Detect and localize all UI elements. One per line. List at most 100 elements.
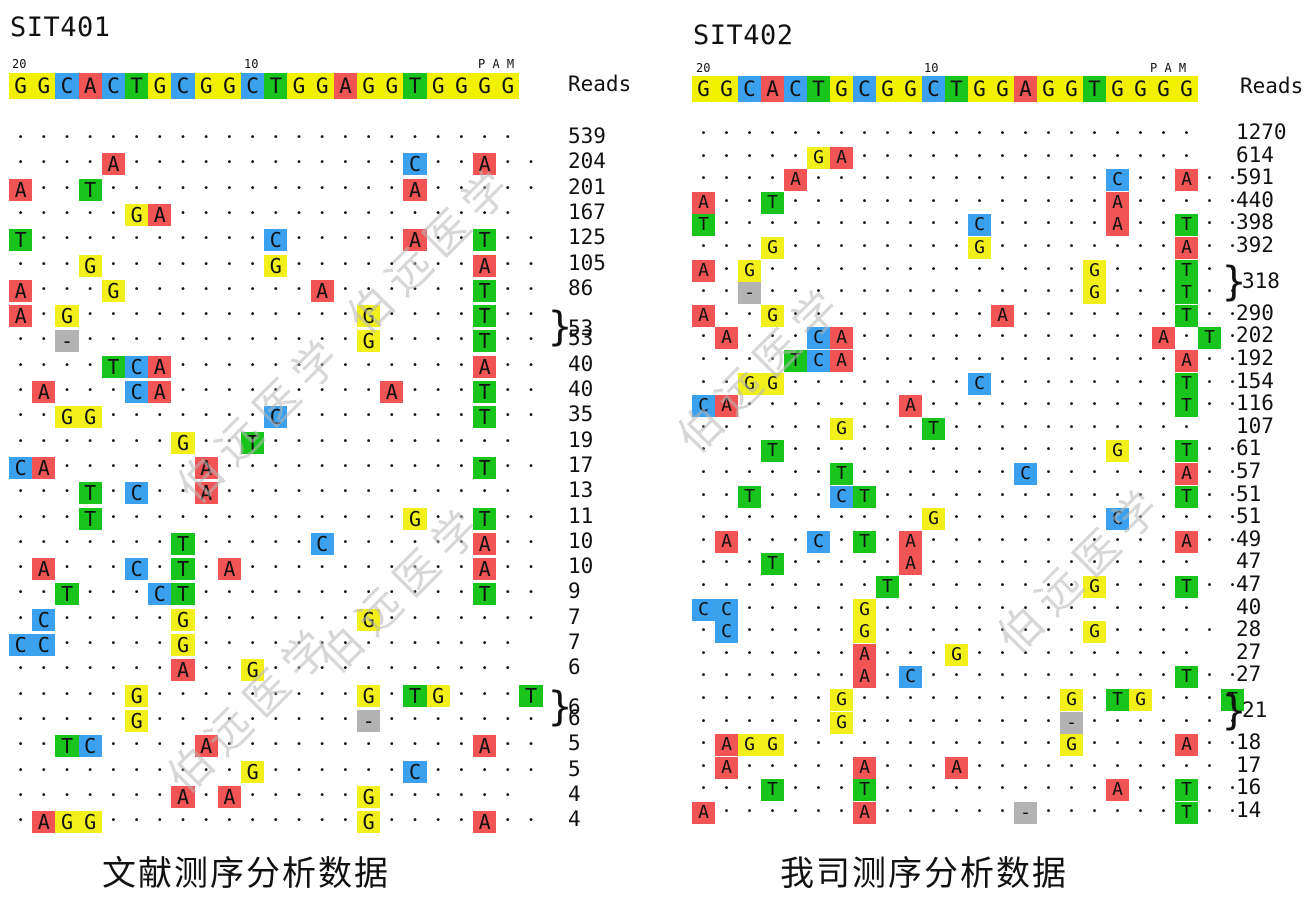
match-dot: • [203,309,210,321]
match-dot: • [999,286,1006,298]
match-dot: • [884,806,891,817]
match-dot: • [1114,241,1121,252]
match-dot: • [411,562,418,574]
match-dot: • [861,241,868,252]
match-dot: • [319,410,326,422]
match-dot: • [1091,331,1098,343]
match-dot: • [40,536,47,548]
match-dot: • [907,760,914,772]
match-dot: • [861,263,868,275]
match-dot: • [1091,602,1098,614]
match-dot: • [1183,150,1190,162]
match-dot: • [1183,557,1190,569]
match-dot: • [133,511,140,523]
match-dot: • [838,602,845,614]
match-dot: • [723,173,730,185]
match-dot: • [504,359,511,371]
group-brace: } [548,304,573,351]
mismatch-base: A [32,381,56,403]
deletion-mark: - [1014,802,1037,824]
match-dot: • [700,647,707,659]
mismatch-base: T [473,507,497,530]
match-dot: • [838,308,845,320]
match-dot: • [838,128,845,139]
match-dot: • [319,663,326,675]
match-dot: • [1137,421,1144,433]
match-dot: • [249,233,256,245]
match-dot: • [156,764,163,776]
match-dot: • [87,385,94,396]
match-dot: • [1045,376,1052,388]
match-dot: • [388,334,395,346]
match-dot: • [156,309,163,321]
match-dot: • [504,739,511,751]
read-count: 6 [568,655,581,680]
match-dot: • [1229,783,1236,795]
match-dot: • [792,399,799,411]
match-dot: • [1137,580,1144,591]
match-dot: • [907,806,914,817]
match-dot: • [769,534,776,546]
match-dot: • [815,647,822,659]
match-dot: • [1022,263,1029,275]
mismatch-base: T [1106,689,1129,711]
read-count: 53 [568,326,594,351]
mismatch-base: A [473,735,497,758]
match-dot: • [17,815,24,827]
match-dot: • [815,173,822,185]
match-dot: • [999,241,1006,252]
match-dot: • [272,207,279,219]
reference-base: G [287,73,311,99]
reference-base: T [1083,76,1106,102]
reference-base: C [171,73,195,99]
match-dot: • [907,647,914,659]
match-dot: • [342,815,349,827]
match-dot: • [1068,806,1075,817]
match-dot: • [723,241,730,252]
read-count: 392 [1236,233,1274,257]
mismatch-base: A [32,456,56,479]
match-dot: • [700,489,707,501]
mismatch-base: A [473,558,497,581]
match-dot: • [746,534,753,546]
match-dot: • [884,715,891,727]
match-dot: • [133,283,140,295]
match-dot: • [746,399,753,411]
mismatch-base: T [9,229,33,252]
mismatch-base: A [899,395,922,418]
match-dot: • [999,467,1006,478]
match-dot: • [435,435,442,447]
match-dot: • [272,486,279,498]
match-dot: • [1137,173,1144,185]
match-dot: • [226,511,233,523]
match-dot: • [179,182,186,194]
mismatch-base: A [101,153,125,176]
match-dot: • [953,534,960,546]
match-dot: • [504,789,511,801]
mismatch-base: A [1175,237,1198,259]
match-dot: • [976,557,983,569]
match-dot: • [1160,263,1167,275]
match-dot: • [435,132,442,143]
match-dot: • [930,580,937,591]
match-dot: • [1137,467,1144,478]
match-dot: • [1091,512,1098,524]
match-dot: • [1206,806,1213,817]
match-dot: • [203,207,210,219]
match-dot: • [435,739,442,751]
match-dot: • [1045,195,1052,207]
match-dot: • [999,738,1006,750]
match-dot: • [815,286,822,298]
match-dot: • [815,467,822,478]
position-10-label: 10 [924,61,939,75]
match-dot: • [110,739,117,751]
match-dot: • [1091,354,1098,365]
mismatch-base: C [968,372,991,395]
mismatch-base: G [125,203,149,226]
match-dot: • [133,764,140,776]
match-dot: • [527,536,534,548]
match-dot: • [179,258,186,270]
match-dot: • [63,536,70,548]
match-dot: • [179,334,186,346]
match-dot: • [365,562,372,574]
